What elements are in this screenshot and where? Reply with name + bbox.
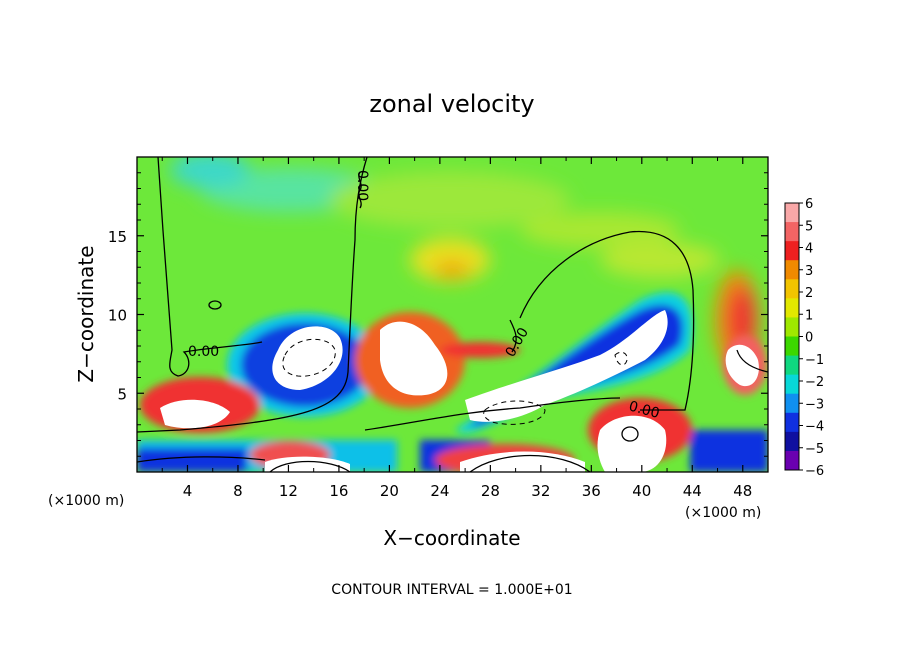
colorbar-swatch-7 <box>785 336 799 357</box>
y-tick-label-2: 15 <box>108 228 127 246</box>
zero-contour-dome <box>519 230 695 411</box>
zero-contour-mid <box>509 319 517 353</box>
colorbar-swatch-10 <box>785 393 799 414</box>
zero-contour-bottom <box>137 456 266 463</box>
colorbar-label-5: 1 <box>805 308 813 323</box>
colorbar-label-3: 3 <box>805 264 813 279</box>
x-tick-label-4: 20 <box>380 482 399 500</box>
contour-interval-note: CONTOUR INTERVAL = 1.000E+01 <box>331 582 572 598</box>
contour-closed-bottom <box>269 460 351 472</box>
colorbar-label-9: −3 <box>805 397 824 412</box>
x-tick-label-11: 48 <box>733 482 752 500</box>
colorbar-label-10: −4 <box>805 420 824 435</box>
dashed-contour-left-eddy <box>282 338 336 377</box>
colorbar-swatch-0 <box>785 203 799 223</box>
y-ticks: 5 10 15 <box>108 172 768 457</box>
colorbar-swatch-11 <box>785 412 799 433</box>
field-soft-regions <box>170 157 759 370</box>
zero-contour-tower <box>137 157 368 433</box>
x-tick-label-1: 8 <box>233 482 243 500</box>
colorbar: 6 5 4 3 2 1 0 −1 −2 −3 −4 −5 −6 <box>784 197 824 479</box>
colorbar-swatch-6 <box>785 317 799 337</box>
x-tick-label-0: 4 <box>183 482 193 500</box>
x-tick-label-8: 36 <box>582 482 601 500</box>
colorbar-swatch-1 <box>785 222 799 242</box>
x-tick-label-5: 24 <box>430 482 449 500</box>
contour-label-top: 0.00 <box>354 170 370 201</box>
colorbar-swatch-3 <box>785 260 799 280</box>
colorbar-label-7: −1 <box>805 353 824 368</box>
zero-contour-left <box>157 157 263 377</box>
x-tick-label-9: 40 <box>632 482 651 500</box>
y-tick-label-1: 10 <box>108 307 127 325</box>
colorbar-label-2: 4 <box>805 242 813 257</box>
colorbar-swatch-5 <box>785 298 799 318</box>
velocity-field <box>137 157 768 472</box>
colorbar-label-0: 6 <box>805 197 813 212</box>
colorbar-swatch-12 <box>785 431 799 452</box>
contour-lines <box>137 157 768 472</box>
x-tick-label-3: 16 <box>329 482 348 500</box>
colorbar-label-8: −2 <box>805 375 824 390</box>
colorbar-label-12: −6 <box>805 464 824 479</box>
contour-closed-right <box>621 426 639 442</box>
contour-loops-top <box>358 171 362 209</box>
x-tick-label-10: 44 <box>683 482 702 500</box>
x-ticks: 4 8 12 16 20 24 28 32 36 40 44 48 <box>161 157 752 500</box>
dashed-contour-right-eddy <box>614 351 628 366</box>
x-scale-note-right: (×1000 m) <box>685 505 761 521</box>
colorbar-swatch-2 <box>785 241 799 261</box>
contour-label-left: 0.00 <box>188 344 219 360</box>
colorbar-label-6: 0 <box>805 331 813 346</box>
y-tick-label-0: 5 <box>117 385 127 403</box>
y-axis-label: Z−coordinate <box>74 245 98 382</box>
colorbar-swatch-13 <box>785 450 799 471</box>
chart-title: zonal velocity <box>369 90 534 118</box>
colorbar-label-4: 2 <box>805 286 813 301</box>
dashed-contour-lower-eddy <box>483 400 546 425</box>
contour-closed-mid-bottom <box>469 454 591 472</box>
negative-contours <box>282 338 628 425</box>
contour-label-right: 0.00 <box>627 398 661 422</box>
colorbar-swatch-8 <box>785 355 799 376</box>
colorbar-label-11: −5 <box>805 442 824 457</box>
x-tick-label-6: 28 <box>481 482 500 500</box>
colorbar-swatch-4 <box>785 279 799 299</box>
x-axis-label: X−coordinate <box>383 526 520 550</box>
x-tick-label-7: 32 <box>531 482 550 500</box>
contour-closed-small <box>208 300 222 310</box>
colorbar-swatch-9 <box>785 374 799 395</box>
x-scale-note-left: (×1000 m) <box>48 493 124 509</box>
zero-contour-lower <box>364 397 621 431</box>
x-tick-label-2: 12 <box>279 482 298 500</box>
contour-right-edge <box>736 349 768 373</box>
colorbar-label-1: 5 <box>805 219 813 234</box>
